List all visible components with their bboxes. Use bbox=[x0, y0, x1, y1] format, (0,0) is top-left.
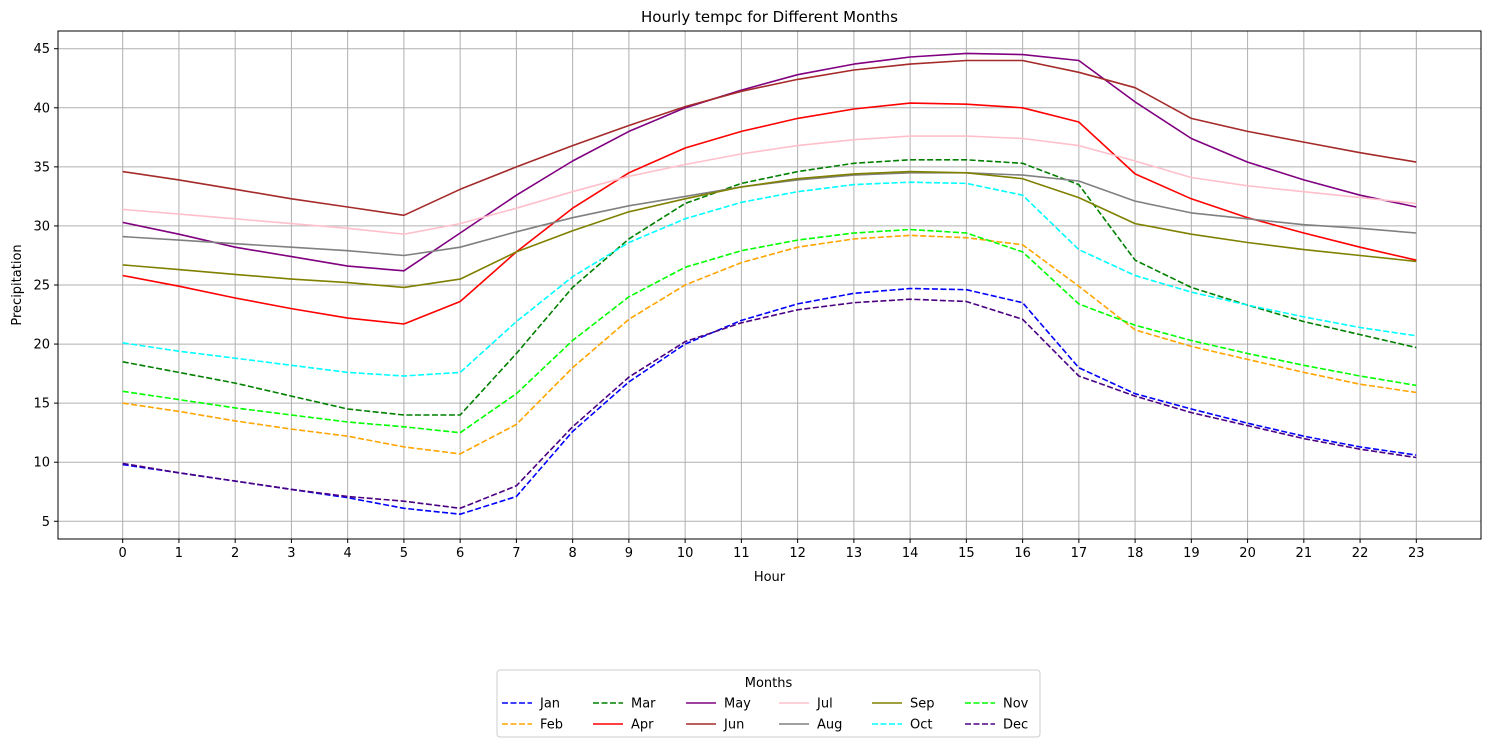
series-line-apr bbox=[122, 102, 1417, 325]
legend-label-sep: Sep bbox=[910, 697, 935, 712]
x-tick-label: 22 bbox=[1352, 546, 1369, 561]
series-line-nov bbox=[122, 228, 1417, 434]
x-tick-label: 17 bbox=[1071, 546, 1088, 561]
x-tick-label: 20 bbox=[1239, 546, 1256, 561]
series-line-jul bbox=[122, 135, 1417, 235]
x-axis-ticks: 0 1 2 3 4 5 6 7 8 9 10 11 12 13 14 15 16 17 18 19 20 21 22 23 bbox=[119, 539, 1425, 561]
legend-label-jul: Jul bbox=[816, 697, 833, 712]
x-tick-label: 6 bbox=[456, 546, 464, 561]
x-tick-label: 13 bbox=[846, 546, 863, 561]
legend-label-aug: Aug bbox=[817, 718, 842, 733]
y-tick-label: 45 bbox=[33, 42, 50, 57]
x-axis-label: Hour bbox=[754, 570, 786, 585]
x-tick-label: 23 bbox=[1408, 546, 1425, 561]
legend-label-jun: Jun bbox=[723, 718, 744, 733]
series-line-jun bbox=[122, 59, 1417, 217]
x-tick-label: 21 bbox=[1296, 546, 1313, 561]
legend: Months Jan Feb Mar Apr May Jun Jul Aug Sep Oct Nov… bbox=[496, 669, 1041, 738]
legend-box bbox=[496, 669, 1041, 738]
legend-title: Months bbox=[745, 676, 793, 691]
x-tick-label: 10 bbox=[677, 546, 694, 561]
grid-lines bbox=[58, 31, 1481, 539]
x-tick-label: 3 bbox=[287, 546, 295, 561]
chart-title: Hourly tempc for Different Months bbox=[641, 8, 898, 26]
y-tick-label: 10 bbox=[33, 456, 50, 471]
legend-label-dec: Dec bbox=[1003, 718, 1028, 733]
y-tick-label: 35 bbox=[33, 160, 50, 175]
y-tick-label: 25 bbox=[33, 279, 50, 294]
x-tick-label: 0 bbox=[119, 546, 127, 561]
y-axis-ticks: 5 10 15 20 25 30 35 40 45 bbox=[33, 42, 58, 530]
y-tick-label: 30 bbox=[33, 219, 50, 234]
x-tick-label: 15 bbox=[958, 546, 975, 561]
x-tick-label: 5 bbox=[400, 546, 408, 561]
x-tick-label: 9 bbox=[625, 546, 633, 561]
legend-label-nov: Nov bbox=[1003, 697, 1029, 712]
x-tick-label: 18 bbox=[1127, 546, 1144, 561]
series-line-mar bbox=[122, 159, 1417, 416]
series-line-dec bbox=[122, 298, 1417, 510]
x-tick-label: 2 bbox=[231, 546, 239, 561]
series-line-sep bbox=[122, 170, 1417, 289]
y-tick-label: 40 bbox=[33, 101, 50, 116]
x-tick-label: 1 bbox=[175, 546, 183, 561]
x-tick-label: 14 bbox=[902, 546, 919, 561]
legend-label-oct: Oct bbox=[910, 718, 932, 733]
x-tick-label: 8 bbox=[569, 546, 577, 561]
x-tick-label: 4 bbox=[344, 546, 352, 561]
legend-label-apr: Apr bbox=[631, 718, 654, 733]
series-line-feb bbox=[122, 234, 1417, 455]
series-line-may bbox=[122, 52, 1417, 272]
y-tick-label: 5 bbox=[42, 515, 50, 530]
y-tick-label: 20 bbox=[33, 338, 50, 353]
x-tick-label: 16 bbox=[1014, 546, 1031, 561]
legend-label-mar: Mar bbox=[631, 697, 656, 712]
y-axis-label: Precipitation bbox=[10, 244, 25, 325]
x-tick-label: 11 bbox=[733, 546, 750, 561]
series-line-jan bbox=[122, 287, 1417, 516]
legend-label-may: May bbox=[724, 697, 751, 712]
series-lines bbox=[122, 52, 1417, 516]
x-tick-label: 19 bbox=[1183, 546, 1200, 561]
series-line-oct bbox=[122, 181, 1417, 377]
legend-items: Jan Feb Mar Apr May Jun Jul Aug Sep Oct Nov Dec bbox=[502, 697, 1029, 733]
x-tick-label: 12 bbox=[789, 546, 806, 561]
y-tick-label: 15 bbox=[33, 397, 50, 412]
legend-label-jan: Jan bbox=[539, 697, 560, 712]
x-tick-label: 7 bbox=[512, 546, 520, 561]
legend-label-feb: Feb bbox=[540, 718, 563, 733]
